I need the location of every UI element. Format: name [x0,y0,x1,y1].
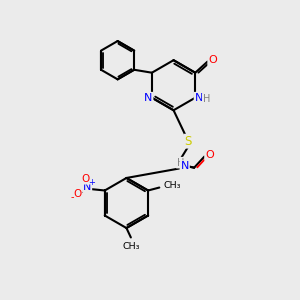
Text: O: O [208,55,217,65]
Text: N: N [181,161,189,171]
Text: CH₃: CH₃ [122,242,140,251]
Text: O: O [73,189,81,199]
Text: CH₃: CH₃ [164,181,181,190]
Text: H: H [203,94,210,104]
Text: O: O [205,150,214,160]
Text: H: H [177,158,184,168]
Text: N: N [144,93,152,103]
Text: S: S [184,135,192,148]
Text: +: + [88,178,95,187]
Text: O: O [82,174,90,184]
Text: N: N [83,182,91,192]
Text: -: - [70,192,74,202]
Text: N: N [195,93,203,103]
